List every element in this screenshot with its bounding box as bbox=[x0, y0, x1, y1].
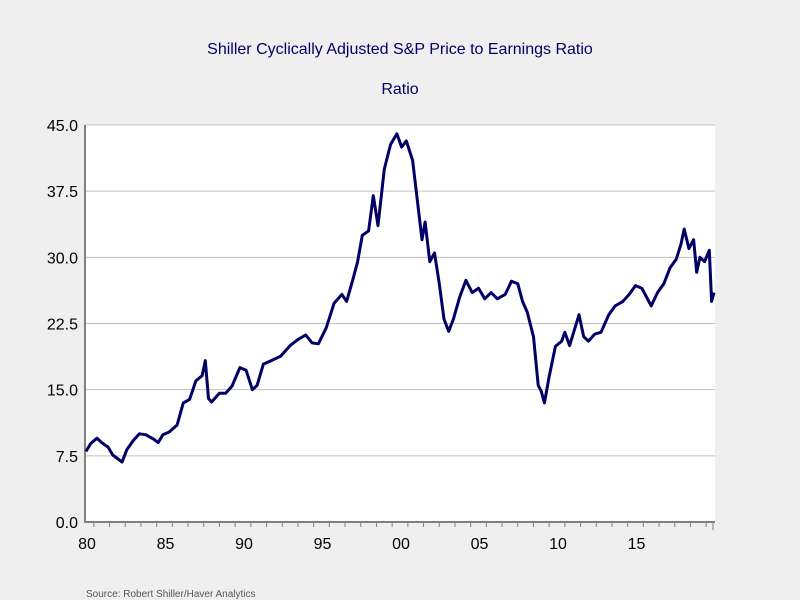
x-tick-label: 95 bbox=[314, 536, 332, 553]
x-tick-label: 15 bbox=[628, 536, 646, 553]
x-tick-label: 80 bbox=[78, 536, 96, 553]
x-tick-label: 10 bbox=[549, 536, 567, 553]
x-tick-label: 90 bbox=[235, 536, 253, 553]
y-tick-label: 37.5 bbox=[47, 184, 78, 201]
y-tick-label: 22.5 bbox=[47, 317, 78, 334]
y-tick-label: 7.5 bbox=[56, 449, 78, 466]
series-line-cape bbox=[84, 132, 716, 464]
x-tick-label: 00 bbox=[392, 536, 410, 553]
y-axis: 0.0 7.5 15.0 22.5 30.0 37.5 45.0 bbox=[47, 118, 78, 532]
x-tick-label: 05 bbox=[471, 536, 489, 553]
source-note: Source: Robert Shiller/Haver Analytics bbox=[86, 589, 256, 600]
grid-lines bbox=[85, 124, 715, 457]
x-tick-label: 85 bbox=[157, 536, 175, 553]
y-tick-label: 15.0 bbox=[47, 383, 78, 400]
x-axis: 80 85 90 95 00 05 10 15 bbox=[78, 523, 714, 553]
chart-subtitle: Ratio bbox=[381, 81, 418, 98]
y-tick-label: 45.0 bbox=[47, 118, 78, 135]
y-tick-label: 0.0 bbox=[56, 515, 78, 532]
y-tick-label: 30.0 bbox=[47, 250, 78, 267]
chart-title: Shiller Cyclically Adjusted S&P Price to… bbox=[207, 41, 593, 58]
